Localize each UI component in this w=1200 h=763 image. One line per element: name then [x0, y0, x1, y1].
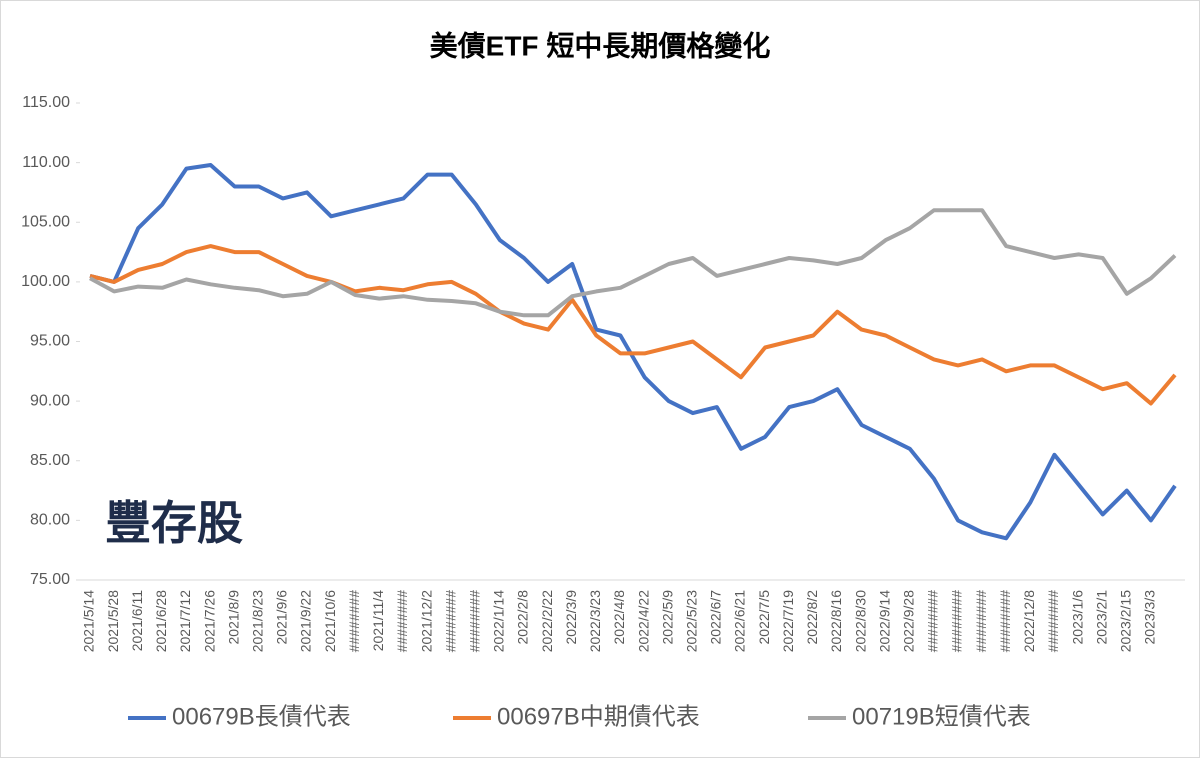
x-tick-label: 2023/2/15 — [1117, 590, 1133, 652]
x-tick-label: ######## — [346, 590, 362, 653]
x-tick-label: 2022/9/28 — [900, 590, 916, 652]
x-tick-label: 2022/7/19 — [780, 590, 796, 652]
series-line — [89, 208, 1177, 318]
x-tick-label: 2021/6/28 — [153, 590, 169, 652]
x-tick-label: 2021/8/23 — [249, 590, 265, 652]
x-tick-label: 2021/11/4 — [370, 590, 386, 651]
x-tick-label: 2022/3/23 — [587, 590, 603, 652]
x-tick-label: ######## — [973, 590, 989, 653]
y-tick-label: 90.00 — [30, 392, 70, 409]
x-tick-label: ######## — [394, 590, 410, 653]
x-tick-label: 2023/3/3 — [1142, 590, 1158, 645]
x-tick-label: 2022/2/8 — [515, 590, 531, 645]
x-tick-label: 2021/8/9 — [225, 590, 241, 645]
y-tick-label: 115.00 — [22, 94, 70, 111]
x-tick-label: 2021/10/6 — [322, 590, 338, 652]
series-line — [89, 163, 1177, 541]
x-tick-label: 2022/9/14 — [876, 590, 892, 652]
y-tick-label: 75.00 — [30, 571, 70, 588]
y-tick-label: 95.00 — [30, 333, 70, 350]
x-tick-label: 2022/7/5 — [756, 590, 772, 645]
x-tick-label: 2022/3/9 — [563, 590, 579, 645]
watermark: 豐存股 — [105, 497, 243, 549]
x-tick-label: ######## — [949, 590, 965, 653]
x-tick-label: 2022/12/8 — [1021, 590, 1037, 652]
x-tick-label: 2022/5/23 — [683, 590, 699, 652]
x-tick-label: 2023/1/6 — [1069, 590, 1085, 645]
x-tick-label: 2021/7/12 — [177, 590, 193, 652]
x-tick-label: 2021/6/11 — [129, 590, 145, 651]
x-tick-label: 2022/6/21 — [732, 590, 748, 652]
x-tick-label: 2022/8/16 — [828, 590, 844, 652]
x-tick-label: ######## — [466, 590, 482, 653]
x-tick-label: ######## — [1045, 590, 1061, 653]
x-tick-label: 2022/8/30 — [852, 590, 868, 652]
x-tick-label: 2021/5/14 — [81, 590, 97, 652]
y-tick-label: 100.00 — [21, 273, 70, 290]
x-tick-label: 2022/6/7 — [708, 590, 724, 645]
x-tick-label: 2022/2/22 — [539, 590, 555, 652]
y-tick-label: 110.00 — [22, 154, 70, 171]
y-tick-label: 85.00 — [30, 452, 70, 469]
x-tick-label: 2021/9/22 — [298, 590, 314, 652]
x-tick-label: 2021/12/2 — [418, 590, 434, 652]
x-tick-label: ######## — [925, 590, 941, 653]
x-tick-label: 2023/2/1 — [1093, 590, 1109, 645]
y-tick-label: 105.00 — [21, 213, 70, 230]
series-line — [89, 244, 1177, 406]
x-tick-label: ######## — [442, 590, 458, 653]
x-tick-label: 2022/1/14 — [491, 590, 507, 652]
legend-label: 00679B長債代表 — [172, 703, 351, 730]
chart-title: 美債ETF 短中長期價格變化 — [430, 29, 771, 61]
x-tick-label: 2022/4/22 — [635, 590, 651, 652]
x-tick-label: 2021/5/28 — [105, 590, 121, 652]
legend-label: 00719B短債代表 — [852, 703, 1031, 730]
x-tick-label: 2021/7/26 — [201, 590, 217, 652]
y-tick-label: 80.00 — [30, 512, 70, 529]
x-tick-label: 2022/8/2 — [804, 590, 820, 645]
x-tick-label: 2022/4/8 — [611, 590, 627, 645]
legend-label: 00697B中期債代表 — [497, 703, 700, 730]
x-tick-label: ######## — [997, 590, 1013, 653]
x-tick-label: 2022/5/9 — [659, 590, 675, 645]
x-tick-label: 2021/9/6 — [274, 590, 290, 645]
